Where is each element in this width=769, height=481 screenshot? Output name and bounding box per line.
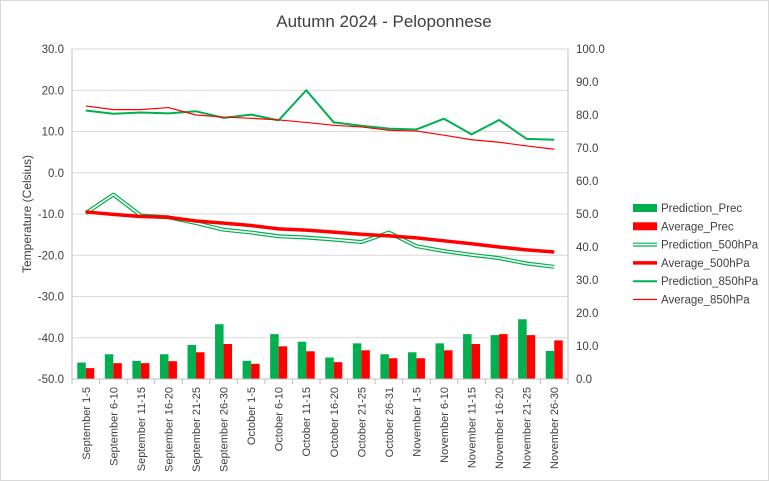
legend-label: Prediction_850hPa bbox=[661, 276, 759, 288]
y-tick-label: -20.0 bbox=[38, 250, 64, 262]
bar-Prediction_Prec bbox=[518, 319, 527, 379]
bar-Prediction_Prec bbox=[325, 357, 334, 379]
bar-Average_Prec bbox=[223, 344, 233, 379]
bar-Average_Prec bbox=[388, 358, 398, 379]
bar-Average_Prec bbox=[333, 362, 343, 379]
bar-Prediction_Prec bbox=[435, 343, 444, 379]
x-tick-label: September 6-10 bbox=[108, 387, 120, 466]
bar-Average_Prec bbox=[140, 363, 150, 379]
x-tick-label: November 6-10 bbox=[439, 387, 451, 463]
bar-Average_Prec bbox=[526, 335, 536, 379]
legend-label: Average_850hPa bbox=[661, 295, 750, 307]
bar-Prediction_Prec bbox=[77, 362, 86, 379]
line-Prediction_850hPa bbox=[85, 89, 555, 141]
x-tick-label: November 11-15 bbox=[467, 387, 479, 468]
y2-tick-label: 60.0 bbox=[576, 176, 598, 188]
x-tick-label: October 26-31 bbox=[384, 387, 396, 457]
y-tick-label: 20.0 bbox=[42, 85, 64, 97]
lines-group bbox=[84, 89, 555, 269]
y2-tick-label: 0.0 bbox=[576, 374, 592, 386]
x-tick-label: October 1-5 bbox=[246, 387, 258, 445]
bar-Prediction_Prec bbox=[270, 334, 279, 379]
legend-label: Prediction_Prec bbox=[661, 203, 742, 215]
line-Average_500hPa bbox=[85, 210, 555, 254]
bar-Average_Prec bbox=[113, 363, 122, 379]
y2-tick-label: 70.0 bbox=[576, 143, 598, 155]
bar-Average_Prec bbox=[471, 344, 481, 379]
y2-tick-label: 20.0 bbox=[576, 308, 598, 320]
y2-axis-ticks: 0.0 10.0 20.0 30.0 40.0 50.0 60.0 70.0 80.0 90.0 1… bbox=[576, 44, 605, 386]
bar-Average_Prec bbox=[554, 340, 563, 379]
x-axis-ticks: September 1-5 September 6-10 September 11-… bbox=[81, 387, 561, 472]
legend-label: Average_500hPa bbox=[661, 258, 750, 270]
legend-label: Prediction_500hPa bbox=[661, 240, 759, 252]
bar-Average_Prec bbox=[168, 361, 177, 379]
bars-group bbox=[77, 319, 563, 379]
bar-Prediction_Prec bbox=[463, 334, 472, 379]
y-tick-label: -30.0 bbox=[38, 292, 64, 304]
bar-Average_Prec bbox=[499, 334, 508, 379]
bar-Prediction_Prec bbox=[159, 354, 169, 379]
y2-tick-label: 90.0 bbox=[576, 77, 598, 89]
axes-group bbox=[71, 49, 569, 384]
y-axis-title: Temperature (Celsius) bbox=[20, 155, 34, 273]
y-tick-label: 0.0 bbox=[48, 168, 64, 180]
x-tick-label: September 21-25 bbox=[191, 387, 203, 472]
y-tick-label: -10.0 bbox=[38, 209, 64, 221]
bar-Average_Prec bbox=[306, 351, 315, 379]
y-tick-label: -50.0 bbox=[38, 374, 64, 386]
y2-tick-label: 30.0 bbox=[576, 275, 598, 287]
bar-Prediction_Prec bbox=[187, 345, 196, 379]
x-tick-label: November 26-30 bbox=[549, 387, 561, 469]
x-tick-label: November 16-20 bbox=[494, 387, 506, 469]
x-tick-label: September 1-5 bbox=[81, 387, 93, 460]
y2-tick-label: 10.0 bbox=[576, 341, 598, 353]
bar-Prediction_Prec bbox=[132, 360, 141, 379]
bar-Prediction_Prec bbox=[297, 341, 307, 379]
bar-Average_Prec bbox=[278, 346, 288, 379]
y2-tick-label: 40.0 bbox=[576, 242, 598, 254]
bar-Prediction_Prec bbox=[490, 335, 500, 379]
x-tick-label: November 21-25 bbox=[522, 387, 534, 469]
y-tick-label: -40.0 bbox=[38, 333, 64, 345]
x-tick-label: October 21-25 bbox=[356, 387, 368, 457]
x-tick-label: October 6-10 bbox=[274, 387, 286, 451]
legend-swatch bbox=[633, 204, 657, 212]
legend-swatch bbox=[633, 222, 657, 231]
bar-Prediction_Prec bbox=[352, 343, 362, 379]
y-axis-ticks: -50.0 -40.0 -30.0 -20.0 -10.0 0.0 10.0 20.0 30.0 bbox=[38, 44, 64, 386]
bar-Prediction_Prec bbox=[215, 324, 224, 379]
bar-Average_Prec bbox=[444, 350, 453, 379]
line-Average_850hPa bbox=[85, 105, 555, 150]
chart-title: Autumn 2024 - Peloponnese bbox=[276, 12, 492, 31]
x-tick-label: October 11-15 bbox=[301, 387, 313, 457]
bar-Average_Prec bbox=[361, 350, 370, 379]
bar-Average_Prec bbox=[85, 368, 95, 379]
bar-Prediction_Prec bbox=[545, 350, 555, 379]
bar-Prediction_Prec bbox=[242, 360, 252, 379]
x-tick-label: September 26-30 bbox=[219, 387, 231, 472]
legend: Prediction_Prec Average_Prec Prediction_50… bbox=[633, 203, 759, 307]
x-tick-label: September 11-15 bbox=[136, 387, 148, 471]
x-tick-label: November 1-5 bbox=[411, 387, 423, 457]
y2-tick-label: 50.0 bbox=[576, 209, 598, 221]
bar-Prediction_Prec bbox=[407, 352, 417, 379]
bar-Prediction_Prec bbox=[380, 354, 389, 379]
bar-Prediction_Prec bbox=[104, 354, 114, 379]
x-tick-label: September 16-20 bbox=[163, 387, 175, 472]
legend-label: Average_Prec bbox=[661, 221, 734, 233]
bar-Average_Prec bbox=[196, 352, 205, 379]
bar-Average_Prec bbox=[251, 363, 260, 379]
y-tick-label: 10.0 bbox=[42, 127, 64, 139]
y2-tick-label: 100.0 bbox=[576, 44, 605, 56]
x-tick-label: October 16-20 bbox=[329, 387, 341, 457]
y2-tick-label: 80.0 bbox=[576, 110, 598, 122]
y-tick-label: 30.0 bbox=[42, 44, 64, 56]
bar-Average_Prec bbox=[416, 358, 425, 379]
